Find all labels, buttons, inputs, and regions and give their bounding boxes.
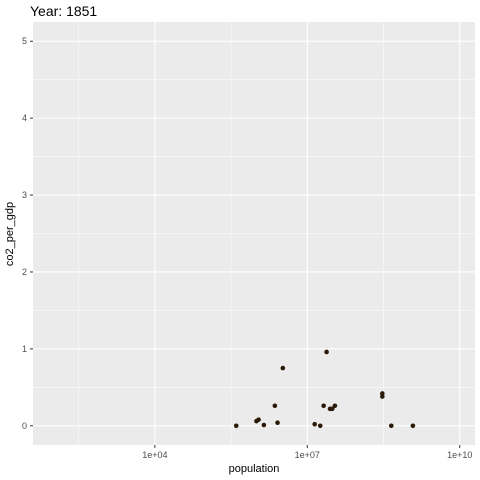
y-tick-label: 3 [22,190,27,200]
data-point [233,423,239,429]
data-point [317,423,323,429]
y-axis: 0 1 2 3 4 5 [22,36,33,431]
y-tick-label: 4 [22,113,27,123]
x-tick-label: 1e+10 [447,450,472,460]
data-point [329,406,335,412]
data-point [332,403,338,409]
data-point [280,365,286,371]
data-point [321,403,326,409]
minor-gridlines [33,22,475,445]
y-axis-title: co2_per_gdp [4,202,16,266]
chart-title: Year: 1851 [30,3,97,19]
data-point [324,349,329,355]
x-axis: 1e+04 1e+07 1e+10 [142,445,472,460]
data-point [272,403,278,409]
y-tick-label: 2 [22,267,27,277]
data-point [256,417,261,422]
data-points [233,349,416,429]
data-point [388,423,394,429]
data-point [275,420,280,425]
y-tick-label: 1 [22,344,27,354]
y-tick-label: 0 [22,421,27,431]
x-tick-label: 1e+07 [295,450,320,460]
data-point [261,422,267,428]
data-point [312,421,317,427]
y-tick-label: 5 [22,36,27,46]
data-point [380,394,385,399]
x-tick-label: 1e+04 [142,450,167,460]
x-axis-title: population [229,463,280,475]
major-gridlines [33,22,475,445]
data-point [410,423,416,429]
